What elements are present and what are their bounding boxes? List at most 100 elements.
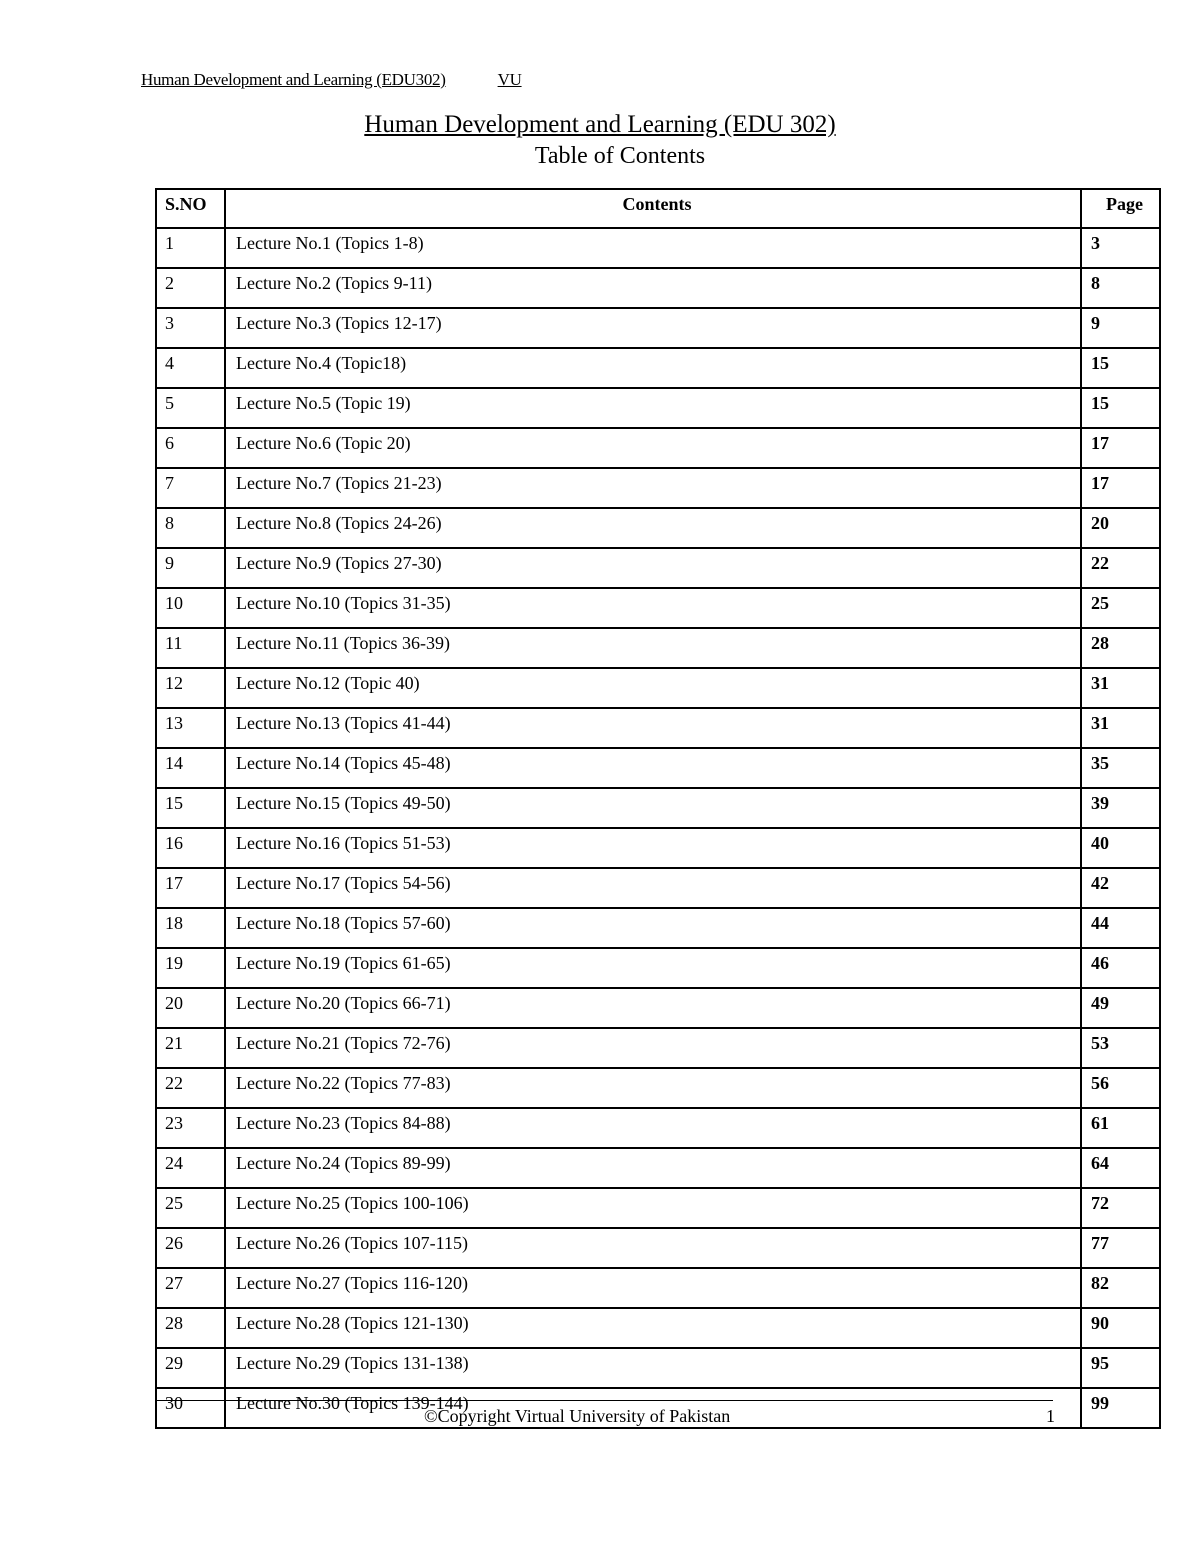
- row-sno: 7: [155, 467, 226, 509]
- row-sno: 9: [155, 547, 226, 589]
- row-contents: Lecture No.27 (Topics 116-120): [224, 1267, 1082, 1309]
- table-row: 26 Lecture No.26 (Topics 107-115) 77: [155, 1227, 1161, 1269]
- row-sno: 26: [155, 1227, 226, 1269]
- header-sno: S.NO: [155, 188, 226, 229]
- row-contents: Lecture No.4 (Topic18): [224, 347, 1082, 389]
- row-page: 42: [1080, 867, 1161, 909]
- document-subtitle: Table of Contents: [534, 143, 706, 169]
- row-contents: Lecture No.18 (Topics 57-60): [224, 907, 1082, 949]
- row-sno: 19: [155, 947, 226, 989]
- row-page: 17: [1080, 427, 1161, 469]
- row-sno: 18: [155, 907, 226, 949]
- row-page: 90: [1080, 1307, 1161, 1349]
- row-contents: Lecture No.26 (Topics 107-115): [224, 1227, 1082, 1269]
- table-row: 3 Lecture No.3 (Topics 12-17) 9: [155, 307, 1161, 349]
- table-row: 23 Lecture No.23 (Topics 84-88) 61: [155, 1107, 1161, 1149]
- table-row: 1 Lecture No.1 (Topics 1-8) 3: [155, 227, 1161, 269]
- row-contents: Lecture No.19 (Topics 61-65): [224, 947, 1082, 989]
- row-sno: 1: [155, 227, 226, 269]
- row-sno: 20: [155, 987, 226, 1029]
- row-contents: Lecture No.12 (Topic 40): [224, 667, 1082, 709]
- row-page: 8: [1080, 267, 1161, 309]
- row-contents: Lecture No.22 (Topics 77-83): [224, 1067, 1082, 1109]
- row-sno: 6: [155, 427, 226, 469]
- row-page: 95: [1080, 1347, 1161, 1389]
- row-contents: Lecture No.7 (Topics 21-23): [224, 467, 1082, 509]
- table-row: 5 Lecture No.5 (Topic 19) 15: [155, 387, 1161, 429]
- row-contents: Lecture No.28 (Topics 121-130): [224, 1307, 1082, 1349]
- row-contents: Lecture No.11 (Topics 36-39): [224, 627, 1082, 669]
- row-page: 15: [1080, 387, 1161, 429]
- header-page: Page: [1080, 188, 1161, 229]
- row-page: 22: [1080, 547, 1161, 589]
- row-sno: 8: [155, 507, 226, 549]
- header-contents: Contents: [224, 188, 1082, 229]
- row-sno: 2: [155, 267, 226, 309]
- footer-copyright: ©Copyright Virtual University of Pakista…: [424, 1406, 731, 1426]
- row-contents: Lecture No.25 (Topics 100-106): [224, 1187, 1082, 1229]
- table-row: 20 Lecture No.20 (Topics 66-71) 49: [155, 987, 1161, 1029]
- document-title: Human Development and Learning (EDU 302): [0, 111, 1200, 139]
- table-row: 28 Lecture No.28 (Topics 121-130) 90: [155, 1307, 1161, 1349]
- table-row: 22 Lecture No.22 (Topics 77-83) 56: [155, 1067, 1161, 1109]
- row-page: 39: [1080, 787, 1161, 829]
- row-sno: 14: [155, 747, 226, 789]
- row-sno: 29: [155, 1347, 226, 1389]
- row-sno: 28: [155, 1307, 226, 1349]
- row-contents: Lecture No.3 (Topics 12-17): [224, 307, 1082, 349]
- row-page: 40: [1080, 827, 1161, 869]
- row-sno: 3: [155, 307, 226, 349]
- table-row: 25 Lecture No.25 (Topics 100-106) 72: [155, 1187, 1161, 1229]
- row-sno: 15: [155, 787, 226, 829]
- table-row: 21 Lecture No.21 (Topics 72-76) 53: [155, 1027, 1161, 1069]
- row-sno: 13: [155, 707, 226, 749]
- row-sno: 4: [155, 347, 226, 389]
- row-page: 9: [1080, 307, 1161, 349]
- running-header: Human Development and Learning (EDU302) V…: [141, 70, 522, 90]
- row-page: 77: [1080, 1227, 1161, 1269]
- running-header-title: Human Development and Learning (EDU302): [141, 70, 446, 89]
- table-row: 8 Lecture No.8 (Topics 24-26) 20: [155, 507, 1161, 549]
- row-page: 56: [1080, 1067, 1161, 1109]
- row-contents: Lecture No.8 (Topics 24-26): [224, 507, 1082, 549]
- document-title-text: Human Development and Learning (EDU 302): [364, 111, 836, 138]
- table-row: 29 Lecture No.29 (Topics 131-138) 95: [155, 1347, 1161, 1389]
- row-contents: Lecture No.24 (Topics 89-99): [224, 1147, 1082, 1189]
- row-contents: Lecture No.5 (Topic 19): [224, 387, 1082, 429]
- row-page: 25: [1080, 587, 1161, 629]
- row-sno: 17: [155, 867, 226, 909]
- table-row: 17 Lecture No.17 (Topics 54-56) 42: [155, 867, 1161, 909]
- row-contents: Lecture No.16 (Topics 51-53): [224, 827, 1082, 869]
- row-page: 46: [1080, 947, 1161, 989]
- row-sno: 11: [155, 627, 226, 669]
- row-page: 72: [1080, 1187, 1161, 1229]
- row-contents: Lecture No.23 (Topics 84-88): [224, 1107, 1082, 1149]
- footer-divider: [157, 1400, 1053, 1401]
- row-page: 20: [1080, 507, 1161, 549]
- row-page: 53: [1080, 1027, 1161, 1069]
- table-row: 13 Lecture No.13 (Topics 41-44) 31: [155, 707, 1161, 749]
- table-row: 4 Lecture No.4 (Topic18) 15: [155, 347, 1161, 389]
- row-contents: Lecture No.6 (Topic 20): [224, 427, 1082, 469]
- row-page: 31: [1080, 707, 1161, 749]
- table-row: 9 Lecture No.9 (Topics 27-30) 22: [155, 547, 1161, 589]
- row-contents: Lecture No.2 (Topics 9-11): [224, 267, 1082, 309]
- table-header-row: S.NO Contents Page: [155, 188, 1161, 229]
- row-sno: 24: [155, 1147, 226, 1189]
- row-page: 82: [1080, 1267, 1161, 1309]
- table-row: 6 Lecture No.6 (Topic 20) 17: [155, 427, 1161, 469]
- row-contents: Lecture No.13 (Topics 41-44): [224, 707, 1082, 749]
- table-row: 10 Lecture No.10 (Topics 31-35) 25: [155, 587, 1161, 629]
- row-contents: Lecture No.17 (Topics 54-56): [224, 867, 1082, 909]
- row-contents: Lecture No.21 (Topics 72-76): [224, 1027, 1082, 1069]
- row-page: 35: [1080, 747, 1161, 789]
- row-page: 61: [1080, 1107, 1161, 1149]
- row-contents: Lecture No.1 (Topics 1-8): [224, 227, 1082, 269]
- row-contents: Lecture No.30 (Topics 139-144): [224, 1387, 1082, 1429]
- row-page: 64: [1080, 1147, 1161, 1189]
- table-row: 30 Lecture No.30 (Topics 139-144) 99: [155, 1387, 1161, 1429]
- row-sno: 21: [155, 1027, 226, 1069]
- contents-table: S.NO Contents Page 1 Lecture No.1 (Topics…: [155, 188, 1161, 1429]
- row-page: 31: [1080, 667, 1161, 709]
- row-contents: Lecture No.29 (Topics 131-138): [224, 1347, 1082, 1389]
